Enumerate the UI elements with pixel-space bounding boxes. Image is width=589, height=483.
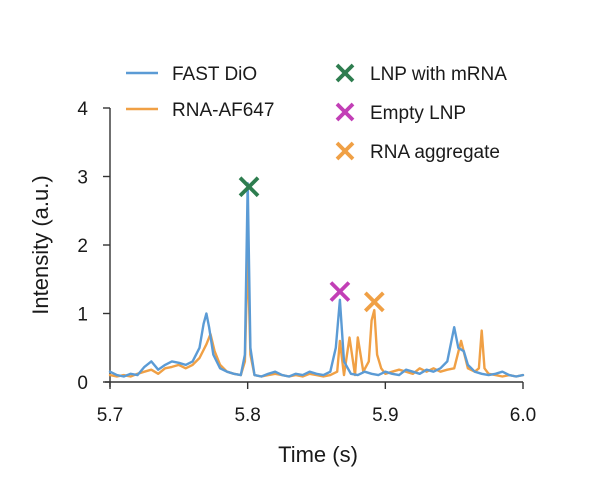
y-tick-label: 0 <box>77 373 88 394</box>
cross-stroke <box>238 176 260 198</box>
x-axis-title: Time (s) <box>278 442 358 467</box>
x-tick-label: 5.8 <box>234 405 260 426</box>
cross-stroke <box>335 141 355 161</box>
legend-label-rna-af647: RNA-AF647 <box>172 100 274 121</box>
cross-stroke <box>335 102 355 122</box>
legend-label-rna-aggregate: RNA aggregate <box>370 142 500 163</box>
legend-marker-empty-lnp <box>335 102 355 122</box>
series-line-fast-dio <box>108 182 525 378</box>
y-axis-title: Intensity (a.u.) <box>28 175 53 314</box>
x-tick-label: 5.7 <box>97 405 123 426</box>
y-tick-label: 1 <box>77 305 88 326</box>
y-tick-label: 2 <box>77 236 88 257</box>
marker-rna-aggregate <box>363 291 385 313</box>
cross-stroke <box>335 63 355 83</box>
y-tick-label: 3 <box>77 168 88 189</box>
marker-empty-lnp <box>329 281 351 302</box>
marker-layer <box>238 176 385 313</box>
axes: 0 1 2 3 4 5.7 5.8 5.9 6.0 <box>77 99 536 426</box>
x-tick-label: 5.9 <box>372 405 398 426</box>
legend-label-lnp-with-mrna: LNP with mRNA <box>370 64 507 85</box>
legend-label-fast-dio: FAST DiO <box>172 64 257 85</box>
marker-lnp-with-mrna <box>238 176 260 198</box>
legend: FAST DiO RNA-AF647 LNP with mRNA Empty LNP R… <box>126 63 507 163</box>
series-layer <box>108 182 525 378</box>
legend-label-empty-lnp: Empty LNP <box>370 103 466 124</box>
legend-marker-lnp-with-mrna <box>335 63 355 83</box>
series-line-rna-af647 <box>108 250 525 378</box>
cross-stroke <box>363 291 385 313</box>
x-tick-label: 6.0 <box>510 405 536 426</box>
cross-stroke <box>329 281 351 302</box>
y-tick-label: 4 <box>77 99 88 120</box>
legend-marker-rna-aggregate <box>335 141 355 161</box>
